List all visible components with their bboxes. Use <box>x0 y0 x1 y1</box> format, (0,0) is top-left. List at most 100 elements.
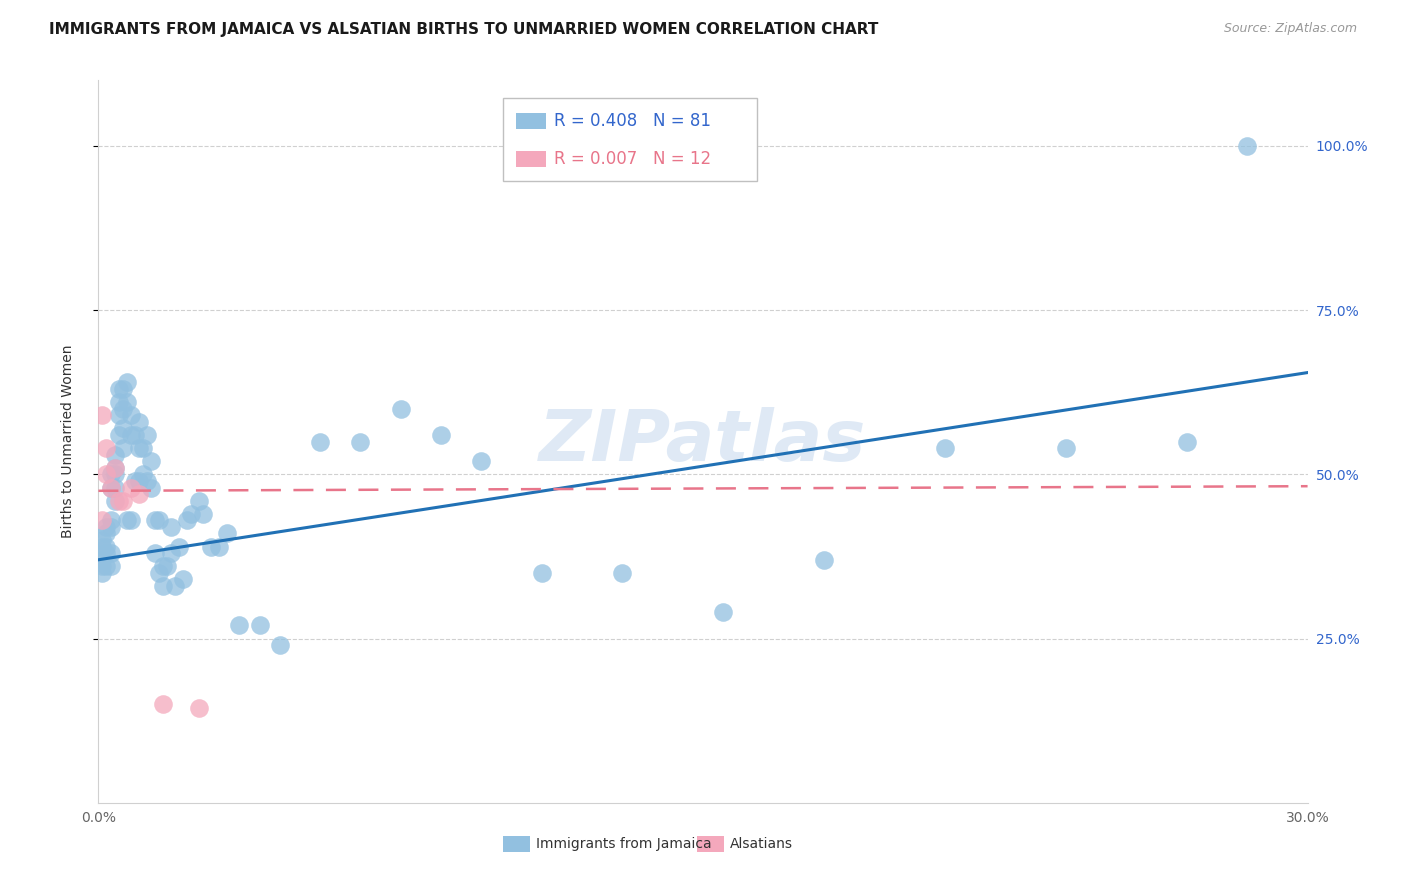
Y-axis label: Births to Unmarried Women: Births to Unmarried Women <box>60 345 75 538</box>
Point <box>1236 139 1258 153</box>
Point <box>813 553 835 567</box>
Point <box>100 546 122 560</box>
Point <box>193 507 215 521</box>
Point <box>217 526 239 541</box>
Bar <box>697 836 724 852</box>
Point <box>100 513 122 527</box>
Point <box>188 493 211 508</box>
Point <box>132 467 155 482</box>
Point <box>139 454 162 468</box>
Point <box>120 481 142 495</box>
Bar <box>503 836 530 852</box>
Point <box>160 520 183 534</box>
Point <box>96 467 118 482</box>
Point <box>139 481 162 495</box>
Point <box>152 579 174 593</box>
Point <box>120 513 142 527</box>
Point <box>135 474 157 488</box>
Point <box>120 428 142 442</box>
Point <box>91 540 114 554</box>
Point <box>143 513 166 527</box>
Point <box>349 434 371 449</box>
Point <box>100 481 122 495</box>
Point <box>128 415 150 429</box>
Point <box>91 533 114 547</box>
Point <box>100 520 122 534</box>
Bar <box>516 151 546 167</box>
Text: R = 0.408   N = 81: R = 0.408 N = 81 <box>554 112 711 129</box>
Point <box>269 638 291 652</box>
Point <box>148 566 170 580</box>
Point <box>103 467 125 482</box>
Point <box>156 559 179 574</box>
Point <box>111 441 134 455</box>
FancyBboxPatch shape <box>503 98 758 181</box>
Point <box>103 493 125 508</box>
Point <box>91 553 114 567</box>
Text: R = 0.007   N = 12: R = 0.007 N = 12 <box>554 150 711 168</box>
Point <box>148 513 170 527</box>
Point <box>143 546 166 560</box>
Point <box>107 428 129 442</box>
Point <box>115 376 138 390</box>
Point <box>200 540 222 554</box>
Point <box>111 421 134 435</box>
Point <box>96 526 118 541</box>
Point <box>135 428 157 442</box>
Point <box>430 428 453 442</box>
Point <box>100 467 122 482</box>
Point <box>103 481 125 495</box>
Point <box>1054 441 1077 455</box>
Point <box>103 448 125 462</box>
Point <box>120 409 142 423</box>
Point <box>96 559 118 574</box>
Point <box>167 540 190 554</box>
Point <box>188 700 211 714</box>
Bar <box>516 112 546 128</box>
Point <box>612 566 634 580</box>
Point <box>96 441 118 455</box>
Point <box>128 487 150 501</box>
Text: Alsatians: Alsatians <box>730 837 793 851</box>
Point <box>103 460 125 475</box>
Point <box>111 493 134 508</box>
Point <box>107 493 129 508</box>
Point <box>152 698 174 712</box>
Point <box>107 395 129 409</box>
Point <box>470 454 492 468</box>
Point <box>91 513 114 527</box>
Point <box>96 546 118 560</box>
Text: ZIPatlas: ZIPatlas <box>540 407 866 476</box>
Point <box>91 559 114 574</box>
Point <box>128 441 150 455</box>
Point <box>711 605 734 619</box>
Point <box>96 520 118 534</box>
Point <box>309 434 332 449</box>
Point <box>249 618 271 632</box>
Point <box>103 460 125 475</box>
Point <box>128 474 150 488</box>
Point <box>934 441 956 455</box>
Point <box>111 401 134 416</box>
Point <box>172 573 194 587</box>
Point <box>107 382 129 396</box>
Point <box>530 566 553 580</box>
Point <box>152 559 174 574</box>
Point <box>100 559 122 574</box>
Point <box>208 540 231 554</box>
Point <box>132 441 155 455</box>
Point <box>91 409 114 423</box>
Point <box>91 566 114 580</box>
Point <box>176 513 198 527</box>
Point <box>228 618 250 632</box>
Point <box>100 481 122 495</box>
Point <box>1175 434 1198 449</box>
Point <box>111 382 134 396</box>
Point <box>115 395 138 409</box>
Point <box>163 579 186 593</box>
Text: IMMIGRANTS FROM JAMAICA VS ALSATIAN BIRTHS TO UNMARRIED WOMEN CORRELATION CHART: IMMIGRANTS FROM JAMAICA VS ALSATIAN BIRT… <box>49 22 879 37</box>
Point <box>107 409 129 423</box>
Point <box>180 507 202 521</box>
Point <box>160 546 183 560</box>
Point <box>124 474 146 488</box>
